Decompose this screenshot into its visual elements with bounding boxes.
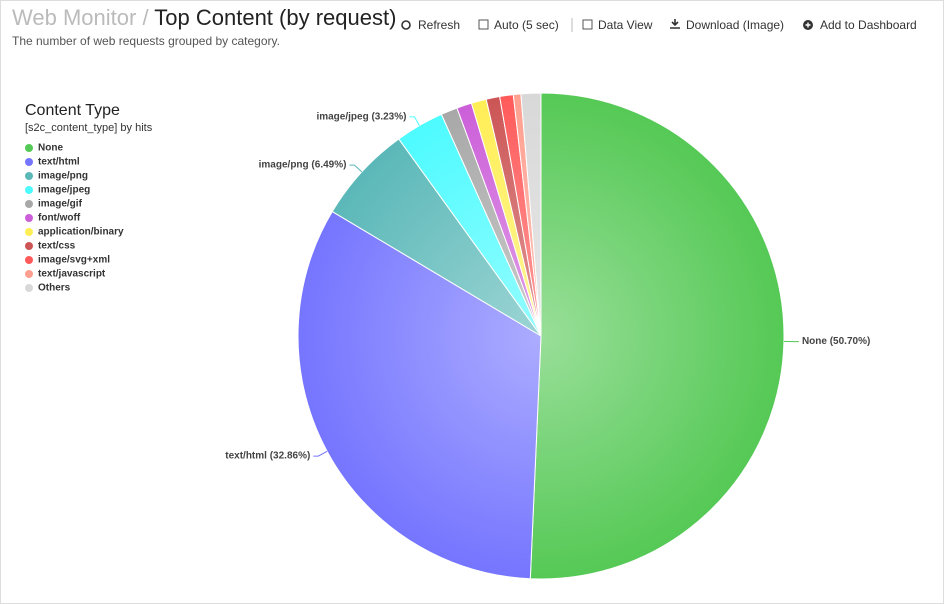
legend-label: font/woff bbox=[38, 213, 81, 224]
legend-swatch bbox=[25, 256, 33, 264]
checkbox[interactable] bbox=[478, 19, 489, 30]
label-leader bbox=[409, 116, 420, 126]
legend-swatch bbox=[25, 172, 33, 180]
label-leader bbox=[313, 450, 328, 457]
pie-slice bbox=[529, 92, 785, 580]
data-label: image/png (6.49%) bbox=[259, 160, 347, 171]
header: Web Monitor / Top Content (by request) bbox=[12, 5, 396, 31]
add-dashboard-button[interactable]: Add to Dashboard bbox=[820, 18, 917, 32]
add-icon-plus bbox=[805, 22, 811, 28]
legend-swatch bbox=[25, 200, 33, 208]
data-label: text/html (32.86%) bbox=[225, 451, 310, 462]
legend-swatch bbox=[25, 186, 33, 194]
label-leader bbox=[349, 164, 363, 173]
auto-toggle[interactable]: Auto (5 sec) bbox=[494, 18, 559, 32]
legend-label: None bbox=[38, 143, 63, 154]
legend-swatch bbox=[25, 284, 33, 292]
legend-label: image/gif bbox=[38, 199, 83, 210]
legend-label: image/png bbox=[38, 171, 88, 182]
legend-label: text/javascript bbox=[38, 269, 106, 280]
legend-label: application/binary bbox=[38, 227, 124, 238]
legend-label: text/html bbox=[38, 157, 80, 168]
legend-label: image/svg+xml bbox=[38, 255, 110, 266]
legend-subtitle: [s2c_content_type] by hits bbox=[25, 122, 153, 134]
legend-label: text/css bbox=[38, 241, 76, 252]
data-label: image/jpeg (3.23%) bbox=[316, 112, 406, 123]
download-button[interactable]: Download (Image) bbox=[686, 18, 785, 32]
legend-swatch bbox=[25, 270, 33, 278]
subtitle: The number of web requests grouped by ca… bbox=[12, 34, 280, 48]
legend-swatch bbox=[25, 228, 33, 236]
legend-title: Content Type bbox=[25, 102, 120, 119]
data-view-toggle[interactable]: Data View bbox=[598, 18, 653, 32]
legend-swatch bbox=[25, 214, 33, 222]
separator: / bbox=[142, 5, 149, 30]
legend-swatch bbox=[25, 158, 33, 166]
legend-label: image/jpeg bbox=[38, 185, 90, 196]
download-icon bbox=[670, 19, 680, 29]
refresh-icon bbox=[401, 20, 411, 30]
data-label: None (50.70%) bbox=[802, 336, 870, 347]
toolbar-icons bbox=[401, 18, 813, 32]
breadcrumb[interactable]: Web Monitor bbox=[12, 5, 137, 30]
title: Top Content (by request) bbox=[154, 5, 397, 30]
checkbox[interactable] bbox=[582, 19, 593, 30]
legend-swatch bbox=[25, 242, 33, 250]
legend-label: Others bbox=[38, 283, 71, 294]
legend-swatch bbox=[25, 144, 33, 152]
refresh-button[interactable]: Refresh bbox=[418, 18, 461, 32]
